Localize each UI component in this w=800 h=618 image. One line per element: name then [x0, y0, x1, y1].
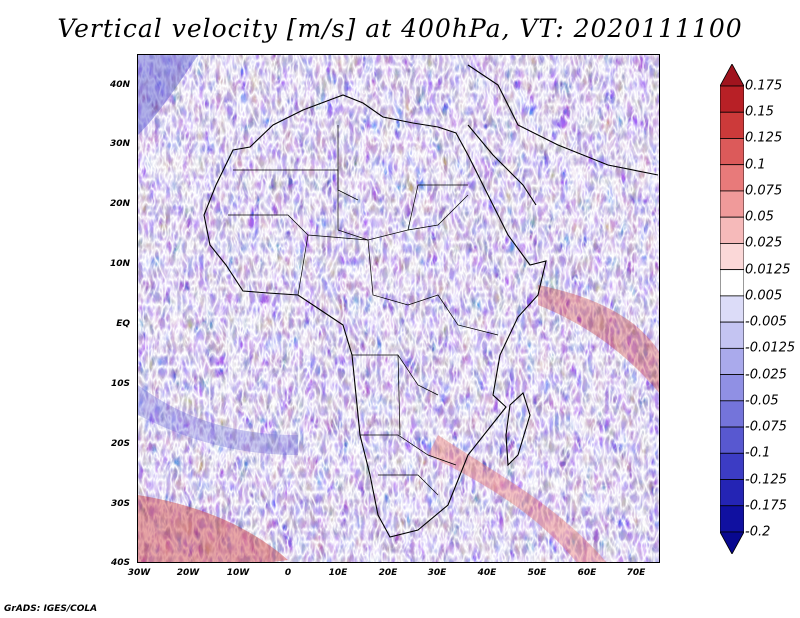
colorbar-swatch [720, 243, 744, 271]
lon-label: 20W [176, 568, 200, 578]
colorbar-swatch [720, 347, 744, 375]
colorbar-level-label: -0.0125 [745, 340, 796, 356]
map-title: Vertical velocity [m/s] at 400hPa, VT: 2… [57, 14, 743, 43]
colorbar-level-label: 0.15 [745, 104, 774, 120]
colorbar-swatch [720, 295, 744, 323]
colorbar-swatch [720, 164, 744, 192]
vertical-velocity-map [137, 54, 660, 563]
colorbar-level-label: 0.175 [745, 78, 783, 94]
colorbar-bottom-arrow [720, 531, 744, 554]
lon-label: 50E [527, 568, 547, 578]
credit-text: GrADS: IGES/COLA [4, 604, 98, 614]
lat-label: 40S [110, 558, 130, 568]
colorbar-level-label: 0.1 [745, 157, 766, 173]
colorbar-level-label: -0.1 [745, 445, 771, 461]
lat-label: 30N [109, 139, 130, 149]
colorbar [720, 64, 744, 554]
map-canvas [138, 55, 659, 562]
lat-label: 10N [109, 259, 130, 269]
colorbar-swatch [720, 400, 744, 428]
colorbar-swatch [720, 374, 744, 402]
lat-label: 30S [110, 499, 130, 509]
colorbar-swatch [720, 138, 744, 166]
lon-label: 10W [226, 568, 250, 578]
colorbar-swatch [720, 452, 744, 480]
colorbar-level-label: -0.025 [745, 367, 787, 383]
lon-label: 0 [284, 568, 292, 578]
lat-label: EQ [116, 319, 130, 329]
lon-label: 20E [378, 568, 398, 578]
coastline [203, 64, 659, 538]
colorbar-swatch [720, 505, 744, 533]
colorbar-swatch [720, 269, 744, 297]
lat-label: 20N [109, 199, 130, 209]
lon-label: 70E [626, 568, 646, 578]
colorbar-swatch [720, 479, 744, 507]
colorbar-level-label: 0.0125 [745, 262, 791, 278]
colorbar-level-label: -0.2 [745, 524, 771, 540]
lat-label: 10S [110, 379, 130, 389]
colorbar-level-label: 0.005 [745, 288, 783, 304]
colorbar-top-arrow [720, 64, 744, 87]
lat-label: 20S [110, 439, 130, 449]
lon-label: 10E [328, 568, 348, 578]
colorbar-swatch [720, 85, 744, 113]
colorbar-level-label: 0.025 [745, 235, 783, 251]
colorbar-level-label: -0.075 [745, 419, 787, 435]
colorbar-level-label: -0.175 [745, 498, 787, 514]
lon-label: 30E [427, 568, 447, 578]
colorbar-swatch [720, 321, 744, 349]
colorbar-swatch [720, 111, 744, 139]
colorbar-level-label: -0.005 [745, 314, 787, 330]
colorbar-level-label: -0.125 [745, 472, 787, 488]
lon-label: 60E [577, 568, 597, 578]
colorbar-level-label: -0.05 [745, 393, 779, 409]
colorbar-level-label: 0.075 [745, 183, 783, 199]
colorbar-swatch [720, 216, 744, 244]
lon-label: 30W [127, 568, 151, 578]
colorbar-swatch [720, 426, 744, 454]
colorbar-level-label: 0.05 [745, 209, 774, 225]
lat-label: 40N [109, 80, 130, 90]
colorbar-level-label: 0.125 [745, 130, 783, 146]
lon-label: 40E [477, 568, 497, 578]
colorbar-swatch [720, 190, 744, 218]
